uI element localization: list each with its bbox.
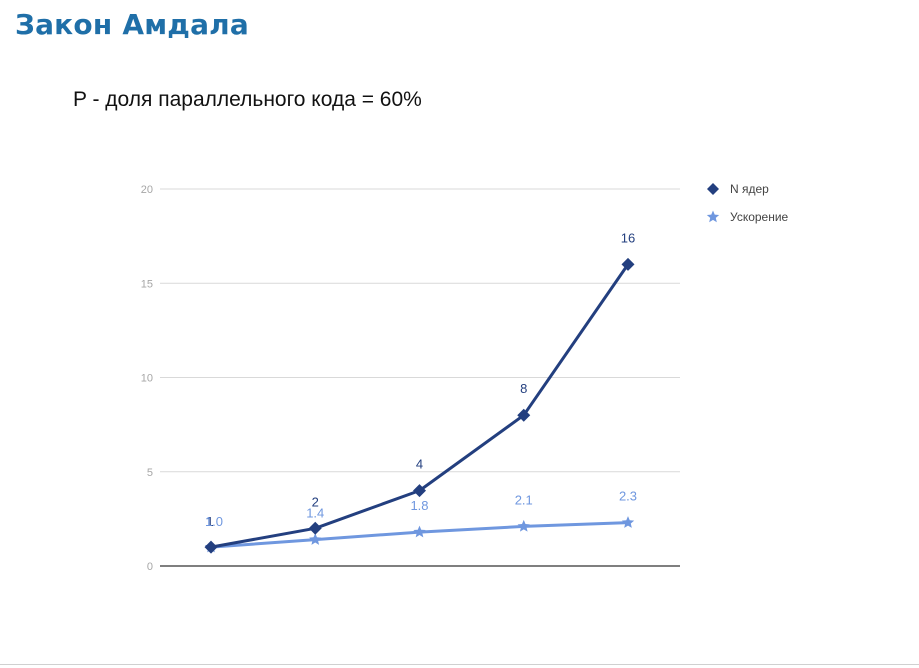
slide-subtitle: P - доля параллельного кода = 60% (73, 88, 422, 111)
data-point-star (413, 525, 426, 538)
data-label: 2 (312, 494, 319, 509)
data-point-diamond (621, 257, 635, 271)
data-label: 16 (621, 230, 635, 245)
data-label: 2.1 (515, 492, 533, 507)
gridlines (160, 188, 680, 473)
y-tick-label: 5 (147, 467, 153, 479)
y-tick-label: 20 (141, 184, 153, 196)
data-label: 4 (416, 457, 423, 472)
y-axis: 0 5 10 15 20 (141, 184, 680, 573)
legend-marker-star (706, 210, 720, 223)
data-label: 1.4 (306, 506, 324, 521)
data-point-star (309, 533, 322, 545)
data-label: 1 (206, 514, 213, 529)
slide-title: Закон Амдала (15, 8, 249, 41)
data-point-diamond (517, 408, 531, 422)
data-point-diamond (308, 521, 322, 535)
data-point-diamond (413, 484, 426, 498)
legend-label: N ядер (730, 182, 769, 196)
data-label: 2.3 (619, 489, 637, 504)
data-labels: 1 2 4 8 16 1.0 1.4 1.8 2.1 2.3 (205, 230, 637, 529)
y-tick-label: 0 (147, 561, 153, 573)
data-point-diamond (204, 540, 218, 554)
y-tick-label: 10 (141, 373, 153, 385)
y-tick-label: 15 (141, 278, 153, 290)
data-point-star (517, 519, 530, 532)
legend: N ядер Ускорение (706, 182, 789, 224)
data-label: 1.8 (410, 498, 428, 513)
legend-label: Ускорение (730, 210, 789, 224)
footer-divider (0, 664, 919, 665)
legend-marker-diamond (707, 183, 719, 195)
data-label: 8 (520, 381, 527, 396)
data-label: 1.0 (205, 514, 223, 529)
series (204, 257, 635, 554)
data-point-star (621, 516, 635, 528)
